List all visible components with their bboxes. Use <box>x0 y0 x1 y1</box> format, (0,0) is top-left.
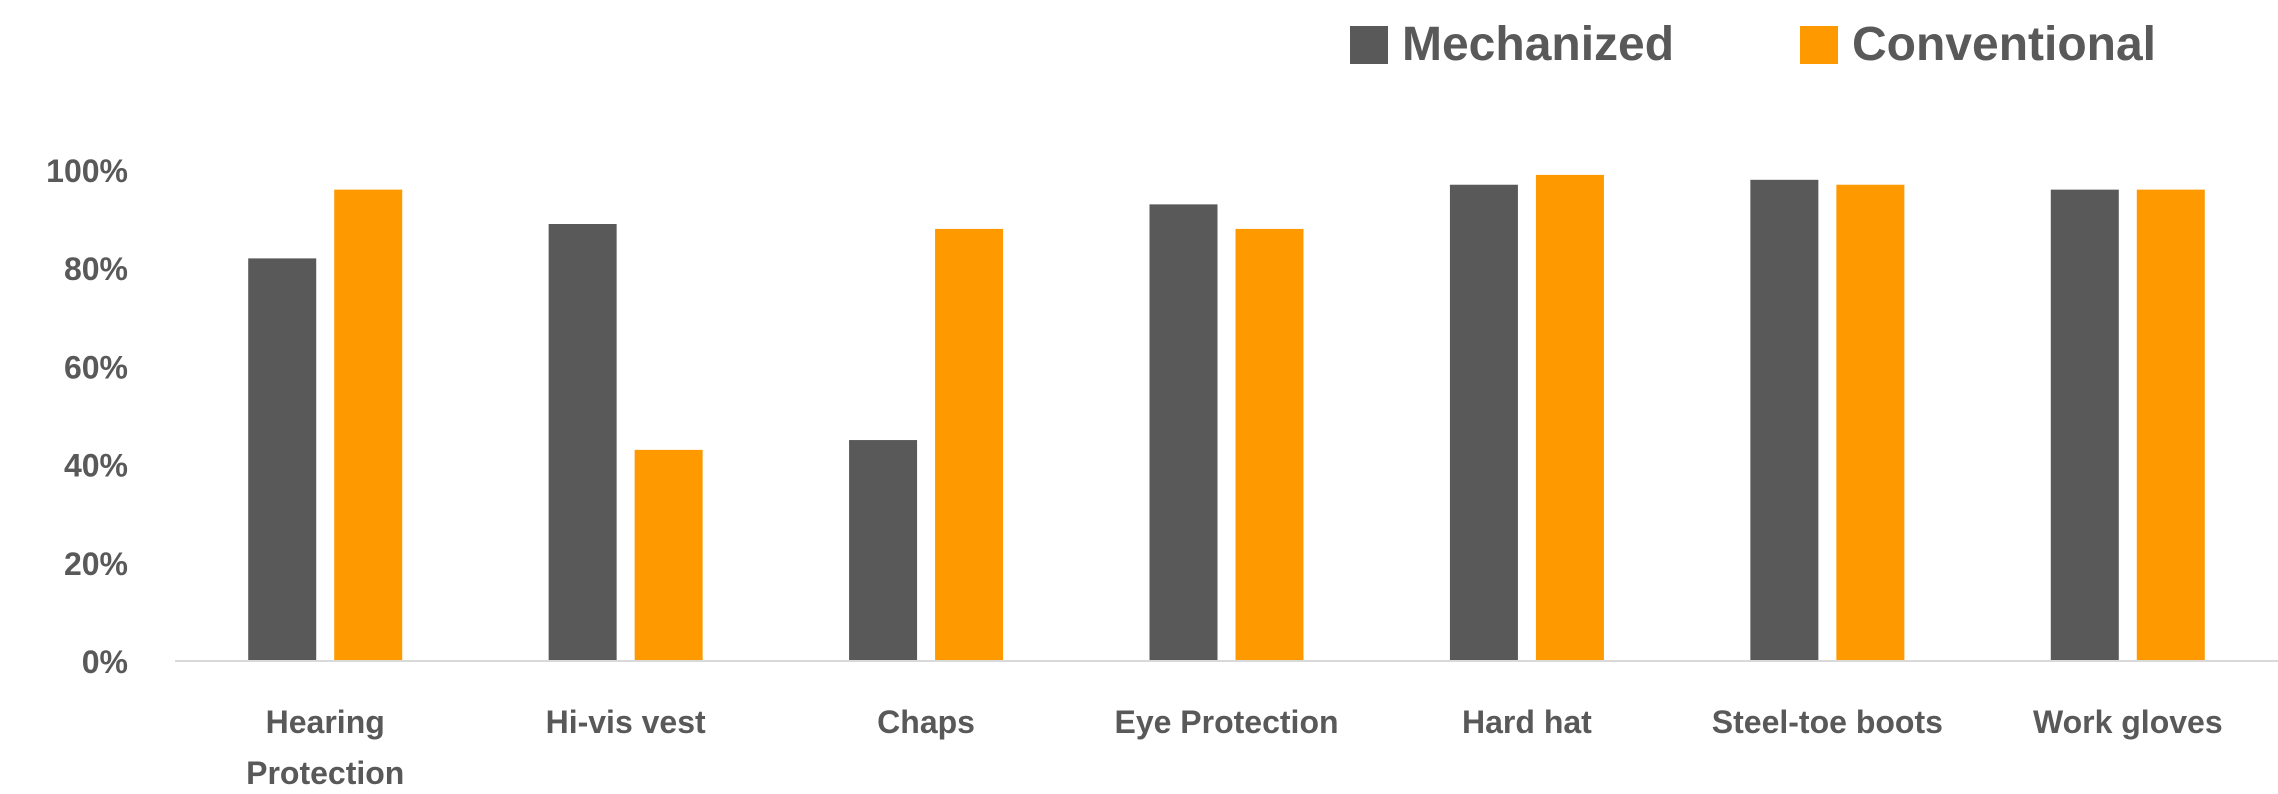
legend-swatch-conventional <box>1800 26 1838 64</box>
bar-mechanized-hi-vis-vest <box>548 224 617 661</box>
legend-item-conventional: Conventional <box>1800 18 2156 71</box>
y-tick-label: 60% <box>64 349 128 385</box>
legend-swatch-mechanized <box>1350 26 1388 64</box>
bar-conventional-chaps <box>935 228 1004 662</box>
x-axis: Hearing Protection Hi-vis vest Chaps Eye Pro… <box>175 660 2278 791</box>
x-tick-label: Hearing <box>266 704 385 740</box>
y-tick-label: 40% <box>64 448 128 484</box>
bar-conventional-steel-toe-boots <box>1836 184 1905 662</box>
y-tick-label: 80% <box>64 251 128 287</box>
bar-conventional-hearing-protection <box>334 189 403 661</box>
y-tick-label: 20% <box>64 546 128 582</box>
x-tick-label: Hard hat <box>1462 704 1592 740</box>
bar-mechanized-steel-toe-boots <box>1750 179 1819 661</box>
legend-item-mechanized: Mechanized <box>1350 18 1674 71</box>
bar-conventional-hi-vis-vest <box>634 449 703 661</box>
legend-label-mechanized: Mechanized <box>1402 18 1674 71</box>
bar-mechanized-hearing-protection <box>248 258 317 661</box>
legend: Mechanized Conventional <box>1350 18 2156 71</box>
y-axis: 0% 20% 40% 60% 80% 100% <box>46 153 128 680</box>
bar-conventional-work-gloves <box>2136 189 2205 661</box>
x-tick-label: Eye Protection <box>1114 704 1338 740</box>
x-tick-label: Chaps <box>877 704 975 740</box>
x-tick-label: Work gloves <box>2033 704 2223 740</box>
bar-mechanized-eye-protection <box>1149 204 1218 661</box>
bar-mechanized-chaps <box>849 440 918 661</box>
bar-conventional-hard-hat <box>1535 174 1604 661</box>
x-tick-label: Protection <box>246 755 404 789</box>
bar-mechanized-work-gloves <box>2050 189 2119 661</box>
legend-label-conventional: Conventional <box>1852 18 2156 71</box>
x-tick-label: Steel-toe boots <box>1712 704 1943 740</box>
bar-mechanized-hard-hat <box>1449 184 1518 662</box>
y-tick-label: 0% <box>82 644 128 680</box>
bar-conventional-eye-protection <box>1235 228 1304 662</box>
bars <box>248 174 2205 662</box>
y-tick-label: 100% <box>46 153 128 189</box>
x-tick-label: Hi-vis vest <box>546 704 706 740</box>
